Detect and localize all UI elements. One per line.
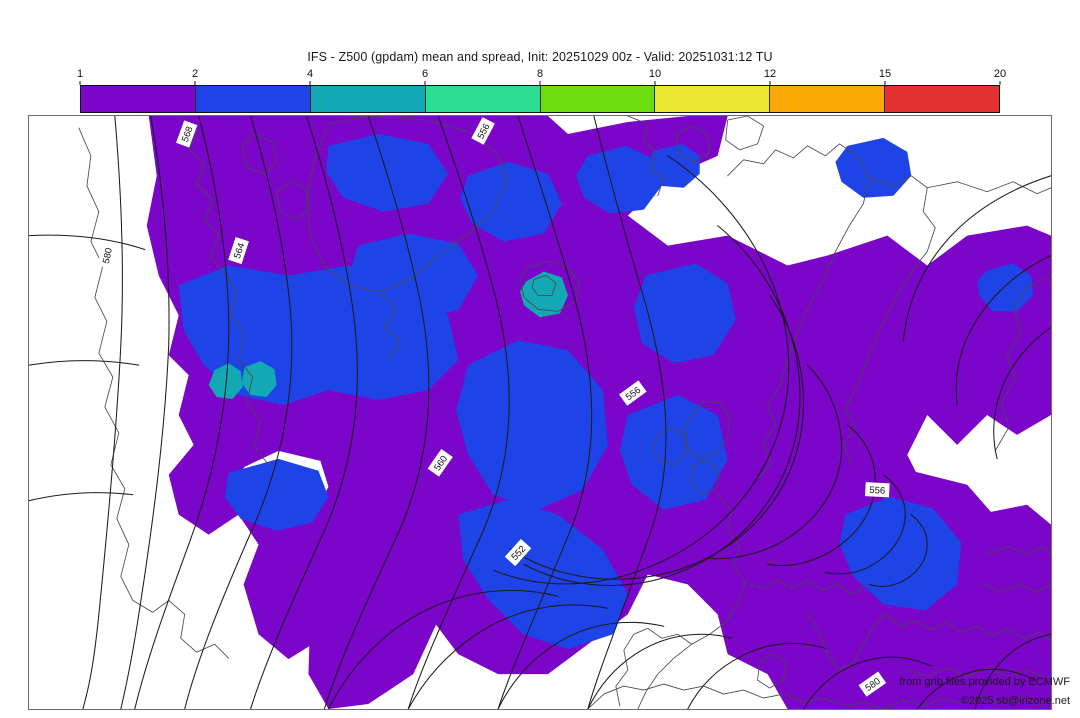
contour-label-halo [471, 117, 495, 145]
colorbar-segment-2-4 [194, 86, 310, 112]
contour-label-halo [504, 538, 532, 567]
colorbar-tick-20: 20 [993, 68, 1007, 80]
colorbar-tickmark [424, 81, 426, 85]
contour-label-halo [97, 242, 117, 269]
colorbar-segment-1-2 [81, 86, 195, 112]
colorbar-tickmark [999, 81, 1001, 85]
contour-label-halo [176, 120, 198, 148]
colorbar-segment-10-12 [654, 86, 770, 112]
colorbar-tick-10: 10 [648, 68, 662, 80]
colorbar-tick-8: 8 [536, 68, 544, 80]
contour-label-text: 580 [101, 247, 115, 265]
colorbar-tickmark [79, 81, 81, 85]
colorbar-tick-6: 6 [421, 68, 429, 80]
contour-label-text: 568 [180, 125, 196, 144]
colorbar-segment-15-20 [884, 86, 999, 112]
copyright-credit: ©2025 sb@irizone.net [960, 695, 1070, 707]
contour-label-halo [865, 482, 890, 498]
colorbar-tickmark [769, 81, 771, 85]
colorbar-tickmark [309, 81, 311, 85]
contour-label-text: 564 [232, 242, 247, 260]
colorbar-tick-labels: 1 2 4 6 8 10 12 15 20 [76, 67, 1006, 85]
colorbar-segment-4-6 [309, 86, 425, 112]
spread-shading-layer [146, 116, 1051, 709]
contour-layer [29, 116, 1051, 709]
contour-label: 568 [176, 120, 198, 148]
colorbar-segment-12-15 [769, 86, 885, 112]
contour-label: 580 [97, 242, 117, 269]
contour-label-halo [427, 449, 453, 477]
colorbar-tickmark [884, 81, 886, 85]
contour-label-text: 556 [869, 485, 885, 497]
contour-label-halo [619, 380, 647, 406]
colorbar-tick-12: 12 [763, 68, 777, 80]
colorbar-segment-6-8 [424, 86, 540, 112]
colorbar-tickmark [654, 81, 656, 85]
colorbar: 1 2 4 6 8 10 12 15 20 [77, 68, 1006, 113]
colorbar-segment-8-10 [539, 86, 655, 112]
contour-label: 564 [228, 237, 249, 265]
data-source-credit: from grib files provided by ECMWF [899, 676, 1070, 688]
colorbar-tick-1: 1 [76, 68, 84, 80]
colorbar-tick-15: 15 [878, 68, 892, 80]
colorbar-tick-2: 2 [191, 68, 199, 80]
colorbar-strip [80, 85, 1000, 113]
contour-label-halo [228, 237, 249, 265]
colorbar-tickmark [539, 81, 541, 85]
colorbar-tickmark [194, 81, 196, 85]
colorbar-tick-4: 4 [306, 68, 314, 80]
coastline-layer [78, 116, 1051, 709]
contour-label-halo [858, 671, 887, 697]
contour-label: 556 [865, 482, 890, 498]
map-panel: 580 568 564 560 556 552 556 556 580 [28, 115, 1052, 710]
page-title: IFS - Z500 (gpdam) mean and spread, Init… [307, 50, 773, 64]
